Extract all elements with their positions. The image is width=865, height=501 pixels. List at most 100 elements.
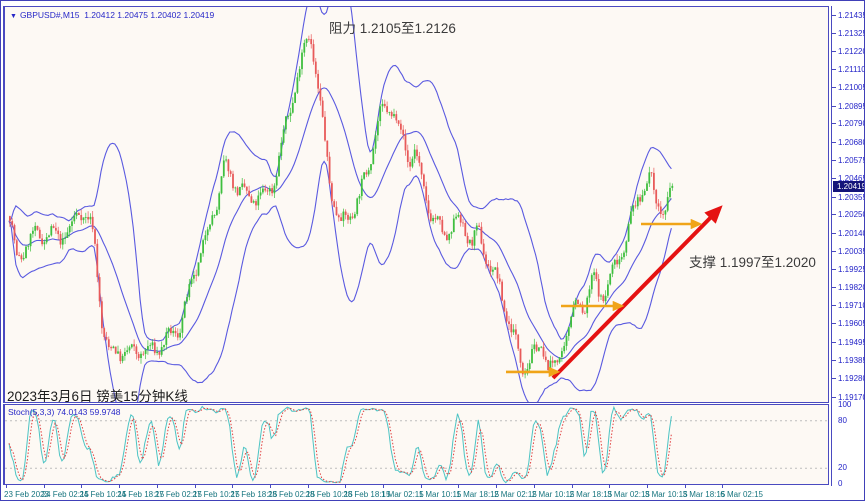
time-tick-mark [6,485,7,488]
time-tick-mark [232,485,234,488]
time-tick-mark [269,485,271,488]
stoch-values: 74.0143 59.9748 [56,407,121,417]
price-tick-mark [832,232,836,234]
stoch-scale-label: 100 [838,400,852,409]
price-tick-mark [832,123,836,125]
price-tick-mark [832,250,836,252]
time-tick-mark [533,485,535,488]
time-tick-label: 3 Mar 18:15 [682,490,726,499]
time-tick-mark [119,485,121,488]
resistance-annotation: 阻力 1.2105至1.2126 [329,21,456,36]
bollinger-bands [8,7,672,402]
price-tick-label: 1.20140 [838,228,865,238]
price-tick-label: 1.19495 [838,337,865,347]
price-tick-label: 1.21435 [838,10,865,20]
price-tick-label: 1.20680 [838,137,865,147]
stoch-scale-label: 20 [838,463,847,473]
price-tick-label: 1.19820 [838,282,865,292]
symbol-label: GBPUSD#,M15 [19,10,80,20]
chart-dropdown-icon[interactable]: ▼ [10,13,17,20]
time-tick-mark [571,485,573,488]
price-tick-mark [832,87,836,89]
time-tick-mark [43,485,45,488]
time-tick-mark [345,485,347,488]
price-tick-label: 1.21005 [838,83,865,93]
time-tick-mark [194,485,196,488]
price-tick-label: 1.19280 [838,373,865,383]
price-tick-mark [832,396,836,398]
price-tick-mark [832,341,836,343]
stoch-scale-label: 80 [838,415,847,425]
bollinger-middle-line [8,87,672,360]
price-tick-mark [832,69,836,71]
time-tick-label: 28 Feb 10:15 [305,490,353,499]
bollinger-lower-line [8,160,672,402]
price-axis[interactable]: 1.21435 1.21325 1.21220 1.21110 1.21005 1.208… [831,6,865,488]
price-tick-label: 1.19605 [838,319,865,329]
time-tick-mark [722,485,724,488]
time-tick-label: 24 Feb 10:15 [79,490,127,499]
time-tick-label: 27 Feb 18:15 [230,490,278,499]
time-tick-mark [156,485,158,488]
price-tick-mark [832,377,836,379]
time-tick-mark [81,485,83,488]
price-tick-label: 1.19925 [838,265,865,275]
time-tick-label: 3 Mar 10:15 [644,490,688,499]
price-tick-mark [832,14,836,16]
candles-layer [9,34,674,379]
time-axis[interactable]: 23 Feb 2023 24 Feb 02:15 24 Feb 10:15 24 Fe… [3,485,864,500]
stoch-d-line [8,407,672,483]
time-tick-label: 2 Mar 18:15 [569,490,613,499]
time-tick-label: 6 Mar 02:15 [720,490,763,499]
price-tick-mark [832,305,836,307]
time-tick-label: 1 Mar 18:15 [456,490,500,499]
trend-up-arrow [551,205,723,380]
time-tick-label: 24 Feb 02:15 [41,490,89,499]
ohlc-values: 1.20412 1.20475 1.20402 1.20419 [84,10,215,20]
price-tick-mark [832,269,836,271]
time-tick-mark [496,485,498,488]
price-tick-mark [832,286,836,288]
stochastic-canvas[interactable] [5,405,827,484]
price-tick-label: 1.20790 [838,119,865,129]
price-tick-mark [832,33,836,35]
bollinger-upper-line [8,7,672,342]
price-tick-label: 1.20250 [838,210,865,220]
price-chart-panel[interactable]: ▼ GBPUSD#,M15 1.20412 1.20475 1.20402 1.2… [3,6,829,403]
time-tick-label: 27 Feb 02:15 [154,490,202,499]
price-tick-mark [832,178,836,180]
price-tick-label: 1.21220 [838,46,865,56]
time-tick-label: 27 Feb 10:15 [192,490,240,499]
time-tick-label: 1 Mar 02:15 [381,490,424,499]
price-tick-label: 1.20465 [838,174,865,184]
time-tick-label: 2 Mar 02:15 [494,490,537,499]
price-tick-mark [832,196,836,198]
time-tick-label: 3 Mar 02:15 [607,490,650,499]
time-tick-mark [684,485,686,488]
time-tick-mark [458,485,460,488]
current-price-badge: 1.20419 [833,180,864,192]
stoch-scale-label: 0 [838,479,843,488]
price-tick-mark [832,360,836,362]
time-tick-mark [609,485,611,488]
price-tick-mark [832,214,836,216]
stochastic-panel[interactable]: Stoch(5,3,3) 74.0143 59.9748 [3,404,829,485]
price-tick-label: 1.20895 [838,101,865,111]
price-tick-mark [832,323,836,325]
price-tick-label: 1.19170 [838,392,865,402]
price-tick-label: 1.21110 [838,65,865,75]
stochastic-label: Stoch(5,3,3) 74.0143 59.9748 [8,407,121,417]
stoch-k-line [8,405,672,484]
price-tick-label: 1.19710 [838,301,865,311]
time-tick-label: 28 Feb 02:15 [267,490,316,499]
price-tick-label: 1.20355 [838,192,865,202]
price-tick-label: 1.20575 [838,155,865,165]
stoch-name: Stoch(5,3,3) [8,407,55,417]
price-tick-label: 1.19385 [838,356,865,366]
price-chart-canvas[interactable] [5,7,827,402]
price-tick-mark [832,141,836,143]
symbol-ohlc-line[interactable]: ▼ GBPUSD#,M15 1.20412 1.20475 1.20402 1.2… [10,10,214,20]
time-tick-mark [420,485,422,488]
price-tick-mark [832,105,836,107]
time-tick-mark [646,485,648,488]
